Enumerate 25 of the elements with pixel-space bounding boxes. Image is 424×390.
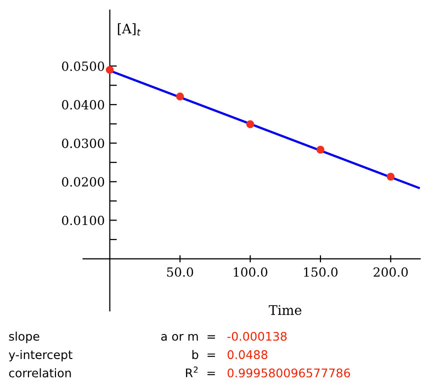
point xyxy=(316,146,324,154)
text: b = xyxy=(192,350,215,360)
text: a or m = xyxy=(161,334,215,341)
y-tick-label: 0.0200 xyxy=(62,177,104,187)
text: y-intercept xyxy=(8,350,72,362)
point xyxy=(106,66,114,74)
x-tick-label: 50.0 xyxy=(167,267,194,277)
text: slope xyxy=(9,332,40,344)
y-tick-label: 0.0400 xyxy=(62,100,104,110)
point xyxy=(176,92,184,100)
y-tick-label: 0.0100 xyxy=(62,216,104,226)
text: R$^{2}$ = xyxy=(186,366,215,378)
text: -0.000138 xyxy=(227,332,287,341)
text: 0.999580096577786 xyxy=(228,368,350,378)
text: correlation xyxy=(9,368,71,378)
y-axis-title: [A]$_{t}$ xyxy=(118,23,141,36)
x-tick-label: 100.0 xyxy=(234,267,268,277)
y-tick-label: 0.0300 xyxy=(62,138,104,148)
y-tick-label: 0.0500 xyxy=(62,62,104,71)
text: 0.0488 xyxy=(228,350,268,360)
point xyxy=(386,172,395,181)
x-tick-label: 200.0 xyxy=(374,267,408,277)
x-tick-label: 150.0 xyxy=(304,267,338,277)
point xyxy=(246,120,254,128)
x-axis-title: Time xyxy=(268,305,302,316)
